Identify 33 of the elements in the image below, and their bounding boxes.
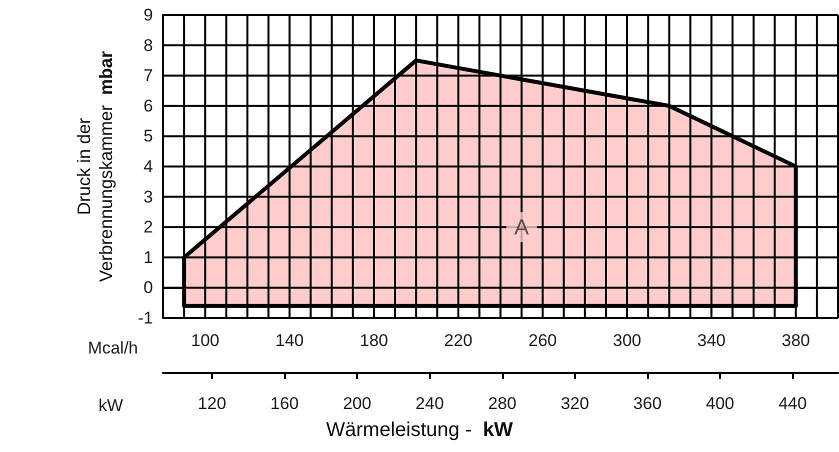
x-tick-label: 340 bbox=[697, 331, 726, 350]
x2-tick-label: 120 bbox=[198, 394, 226, 413]
x2-tick-label: 320 bbox=[560, 394, 590, 413]
y-tick-label: -1 bbox=[138, 308, 153, 328]
x-tick-label: 220 bbox=[444, 331, 472, 350]
y-tick-label: 9 bbox=[144, 6, 153, 24]
y-tick-label: 1 bbox=[144, 248, 153, 267]
x-tick-label: 180 bbox=[360, 331, 388, 350]
y-tick-label: 4 bbox=[144, 157, 153, 176]
x2-tick-label: 440 bbox=[778, 394, 807, 413]
y-tick-label: 6 bbox=[144, 96, 153, 116]
y-tick-label: 8 bbox=[144, 36, 153, 55]
x2-axis-title: kW bbox=[98, 396, 123, 415]
y-tick-label: 2 bbox=[144, 218, 153, 237]
y-tick-label: 5 bbox=[144, 126, 153, 146]
x2-tick-label: 200 bbox=[342, 394, 372, 413]
x-tick-label: 140 bbox=[275, 331, 304, 350]
y-tick-label: 7 bbox=[144, 66, 153, 86]
y-tick-label: 0 bbox=[144, 278, 153, 298]
x-axis-title: Mcal/h bbox=[88, 338, 138, 358]
annotation: A bbox=[514, 214, 530, 240]
text: Wärmeleistung - kW bbox=[326, 419, 513, 441]
x2-tick-label: 400 bbox=[706, 394, 734, 413]
x-tick-label: 300 bbox=[612, 331, 642, 350]
x-tick-label: 260 bbox=[528, 331, 557, 350]
x2-tick-label: 280 bbox=[488, 394, 516, 413]
x2-tick-label: 240 bbox=[416, 394, 444, 413]
x2-tick-label: 360 bbox=[633, 394, 662, 413]
y-tick-label: 3 bbox=[144, 187, 153, 206]
x2-tick-label: 160 bbox=[270, 394, 299, 413]
y-axis-title: Druck in der Verbrennungskammer mbar bbox=[74, 50, 116, 282]
x-tick-label: 380 bbox=[782, 331, 810, 350]
x-tick-label: 100 bbox=[191, 331, 220, 350]
